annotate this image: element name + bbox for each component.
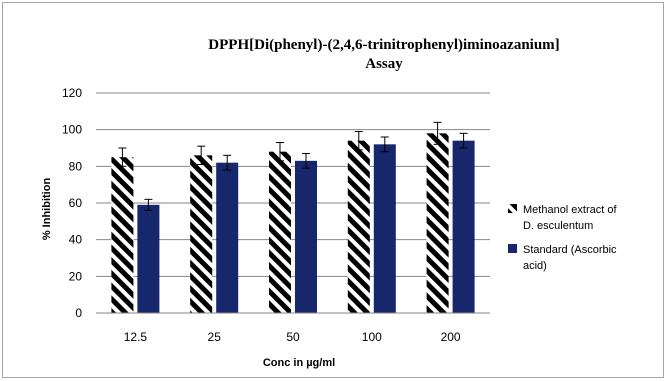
bar-standard [452, 140, 475, 313]
y-tick-label: 0 [75, 306, 82, 320]
legend-swatch-standard [508, 244, 517, 253]
y-tick-label: 40 [69, 233, 83, 247]
legend-label-standard-line-2: acid) [523, 260, 547, 272]
bar-standard [295, 160, 317, 313]
error-bars [118, 121, 468, 211]
x-tick-label: 100 [362, 330, 382, 344]
y-tick-label: 120 [62, 86, 82, 100]
x-tick-label: 200 [441, 330, 461, 344]
bar-standard [216, 162, 239, 313]
legend-label-standard-line-1: Standard (Ascorbic [523, 244, 617, 256]
chart-title-line-1: DPPH[Di(phenyl)-(2,4,6-trinitrophenyl)im… [208, 37, 559, 53]
y-tick-label: 60 [69, 196, 83, 210]
y-tick-label: 100 [62, 123, 82, 137]
bar-methanol-extract [269, 151, 291, 313]
bar-methanol-extract [426, 133, 449, 313]
bar-methanol-extract [347, 140, 370, 313]
bar-standard [373, 144, 396, 313]
bar-methanol-extract [190, 155, 213, 313]
y-axis-title: % Inhibition [41, 178, 53, 241]
x-tick-label: 50 [286, 330, 300, 344]
y-tick-label: 80 [69, 159, 83, 173]
chart-title-line-2: Assay [365, 56, 403, 72]
legend: Methanol extract of D. esculentum Standa… [508, 204, 617, 272]
chart-svg: DPPH[Di(phenyl)-(2,4,6-trinitrophenyl)im… [41, 37, 617, 369]
gridlines [96, 92, 490, 277]
x-tick-labels: 12.5 25 50 100 200 [124, 330, 461, 344]
legend-swatch-methanol-extract [508, 204, 517, 213]
x-tick-label: 25 [208, 330, 222, 344]
x-axis-title: Conc in µg/ml [263, 357, 335, 369]
y-tick-labels: 0 20 40 60 80 100 120 [62, 86, 82, 320]
legend-label-methanol-line-1: Methanol extract of [523, 204, 617, 216]
x-tick-label: 12.5 [124, 330, 148, 344]
y-tick-label: 20 [69, 269, 83, 283]
bar-methanol-extract [111, 157, 134, 313]
legend-label-methanol-line-2: D. esculentum [523, 220, 593, 232]
bars [111, 133, 475, 313]
chart-frame: DPPH[Di(phenyl)-(2,4,6-trinitrophenyl)im… [2, 2, 664, 378]
bar-standard [137, 204, 160, 313]
